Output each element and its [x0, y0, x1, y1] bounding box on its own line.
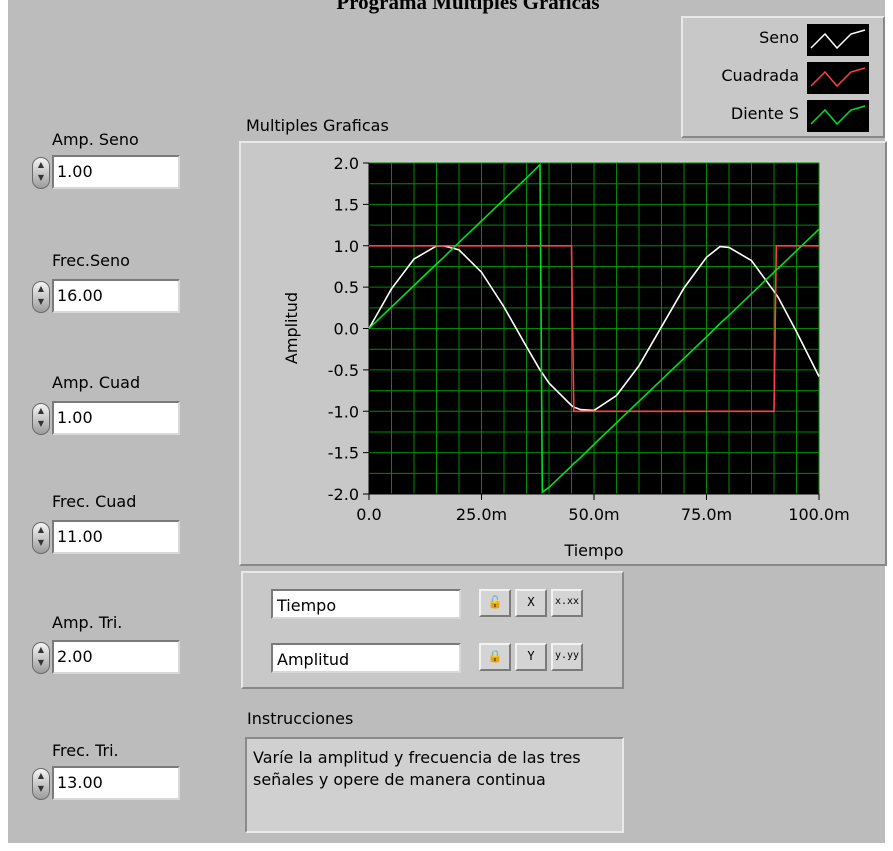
legend-swatch-diente-s: [807, 100, 869, 132]
increment-decrement-icon[interactable]: ▲ ▼: [32, 281, 50, 313]
series-line-diente-s: [368, 162, 820, 494]
increment-decrement-icon[interactable]: ▲ ▼: [32, 403, 50, 435]
control-label: Amp. Cuad: [52, 373, 141, 392]
y-autoscale-button[interactable]: Y: [515, 643, 547, 671]
y-tick-label: -1.0: [328, 402, 359, 421]
x-axis-label: Tiempo: [563, 541, 623, 560]
instructions-label: Instrucciones: [247, 709, 354, 728]
x-tick-label: 50.0m: [568, 505, 619, 524]
waveform-graph-plot[interactable]: 2.01.51.00.50.0-0.5-1.0-1.5-2.00.0 25.0m 5…: [241, 143, 885, 564]
y-tick-label: -1.5: [328, 444, 359, 463]
x-tick-label: 100.0m: [788, 505, 849, 524]
waveform-graph: 2.0 1.5 1.0 0.5 0.0 -0.5 -1.0 -1.5 -2.0 0.0 25.0m 5…: [239, 141, 887, 566]
legend-swatch-seno: [807, 24, 869, 56]
x-scale-name-field[interactable]: Tiempo: [271, 589, 461, 619]
numeric-input[interactable]: 16.00: [52, 279, 180, 313]
y-tick-label: -2.0: [328, 485, 359, 504]
legend-swatch-cuadrada: [807, 62, 869, 94]
y-scale-name-field[interactable]: Amplitud: [271, 643, 461, 673]
numeric-input[interactable]: 1.00: [52, 401, 180, 435]
y-tick-label: 2.0: [334, 154, 359, 173]
legend-item-label: Cuadrada: [721, 66, 799, 85]
x-tick-label: 75.0m: [681, 505, 732, 524]
instructions-text: Varíe la amplitud y frecuencia de las tr…: [245, 737, 624, 833]
increment-decrement-icon[interactable]: ▲ ▼: [32, 157, 50, 189]
y-lock-icon[interactable]: 🔒: [479, 643, 511, 671]
control-label: Frec.Seno: [52, 251, 130, 270]
legend-item-label: Diente S: [730, 104, 799, 123]
graph-title: Multiples Graficas: [246, 116, 389, 135]
increment-decrement-icon[interactable]: ▲ ▼: [32, 768, 50, 800]
legend-item-diente-s[interactable]: Diente S: [683, 98, 883, 134]
y-format-button[interactable]: y.yy: [551, 643, 583, 671]
y-tick-label: 1.0: [334, 237, 359, 256]
legend-item-label: Seno: [759, 28, 799, 47]
y-axis-label: Amplitud: [282, 292, 301, 364]
legend-item-cuadrada[interactable]: Cuadrada: [683, 60, 883, 96]
series-line-seno: [368, 244, 820, 412]
y-tick-label: 1.5: [334, 195, 359, 214]
increment-decrement-icon[interactable]: ▲ ▼: [32, 522, 50, 554]
y-tick-label: -0.5: [328, 361, 359, 380]
x-tick-label: 25.0m: [456, 505, 507, 524]
increment-decrement-icon[interactable]: ▲ ▼: [32, 642, 50, 674]
legend-item-seno[interactable]: Seno: [683, 22, 883, 58]
x-lock-icon[interactable]: 🔓: [479, 589, 511, 617]
numeric-input[interactable]: 2.00: [52, 640, 180, 674]
y-tick-label: 0.0: [334, 320, 359, 339]
y-tick-label: 0.5: [334, 278, 359, 297]
x-autoscale-button[interactable]: X: [515, 589, 547, 617]
x-format-button[interactable]: x.xx: [551, 589, 583, 617]
front-panel: Programa Multiples Graficas Amp. Seno ▲ ▼…: [8, 0, 887, 843]
numeric-input[interactable]: 13.00: [52, 766, 180, 800]
window-title: Programa Multiples Graficas: [336, 0, 600, 14]
numeric-input[interactable]: 1.00: [52, 155, 180, 189]
plot-legend: Seno Cuadrada Diente S: [681, 16, 885, 138]
x-tick-label: 0.0: [356, 505, 381, 524]
scale-legend: Tiempo 🔓 X x.xx Amplitud 🔒 Y y.yy: [241, 571, 624, 689]
control-label: Frec. Tri.: [52, 741, 119, 760]
control-label: Frec. Cuad: [52, 492, 137, 511]
control-label: Amp. Seno: [52, 130, 139, 149]
control-label: Amp. Tri.: [52, 613, 123, 632]
numeric-input[interactable]: 11.00: [52, 520, 180, 554]
